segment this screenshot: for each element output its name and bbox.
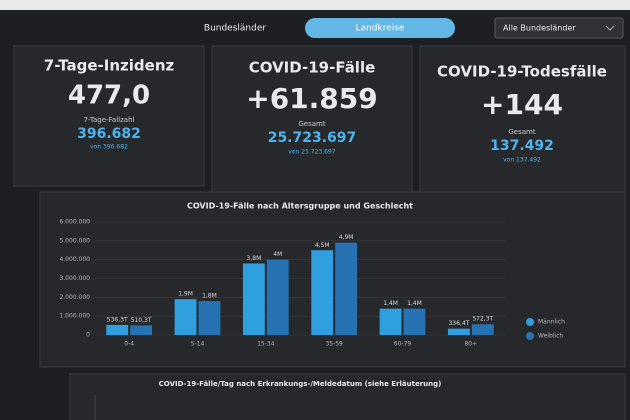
x-tick-label: 5-14 [191,341,205,348]
card-label: Gesamt [298,120,325,128]
value-label: 510,3T [131,317,152,324]
tab[interactable]: Landkreise [356,24,405,34]
card-title: COVID-19-Fälle [249,59,376,77]
value-label: 1,9M [178,291,193,298]
card-sub-value: 25.723.697 [268,130,357,146]
value-label: 336,4T [448,320,469,327]
card-note: von 137.492 [503,157,541,164]
value-label: 536,3T [107,316,128,323]
tab[interactable]: Bundesländer [204,24,266,34]
value-label: 1,4M [407,300,422,307]
card-note: von 396.682 [90,144,128,151]
card-panel [211,45,413,197]
bottom-panel [69,373,626,420]
y-tick-label: 5.000.000 [59,237,90,244]
card-sub-value: 396.682 [77,126,141,142]
bar [335,242,358,335]
card-value: 477,0 [68,81,150,111]
y-tick-label: 6.000.000 [59,219,90,226]
bar [403,308,426,335]
card: COVID-19-Fälle +61.859 Gesamt 25.723.697… [211,45,413,197]
y-tick-label: 0 [86,332,90,339]
y-tick-label: 2.000.000 [59,294,90,301]
card-panel [419,45,626,207]
tab-highlight[interactable] [305,18,455,38]
x-tick-label: 60-79 [394,341,412,348]
value-label: 4,9M [339,234,354,241]
bar [130,325,153,335]
card-panel [13,45,205,187]
value-label: 1,4M [383,300,398,307]
bottom-title: COVID-19-Fälle/Tag nach Erkrankungs-/Mel… [159,380,442,388]
bar [198,301,221,335]
bar [242,263,265,335]
legend-label: Männlich [538,319,565,326]
bar [106,324,129,335]
y-tick-label: 3.000.000 [59,275,90,282]
bar [379,308,402,335]
card-value: +144 [481,88,563,121]
screen-bezel [0,0,630,10]
x-tick-label: 35-59 [325,341,343,348]
card-label: Gesamt [508,128,535,136]
card-label: 7-Tage-Fallzahl [84,116,135,124]
dropdown[interactable] [494,17,624,39]
dropdown-label[interactable]: Alle Bundesländer [503,24,576,33]
x-tick-label: 80+ [464,341,477,348]
chart-title: COVID-19-Fälle nach Altersgruppe und Ges… [187,202,413,211]
card: 7-Tage-Inzidenz 477,0 7-Tage-Fallzahl 39… [13,45,205,187]
value-label: 4M [273,251,282,258]
value-label: 3,8M [247,255,262,262]
chart: 0 1.000.000 2.000.000 3.000.000 4.000.000 5.0… [59,219,565,348]
y-tick-label: 1.000.000 [59,313,90,320]
card-note: von 25.723.697 [288,149,335,156]
x-tick-label: 0-4 [124,341,134,348]
value-label: 4,5M [315,242,330,249]
legend-swatch [526,332,534,340]
bar [447,328,470,335]
bar [266,259,289,335]
dropdown-arrow [605,25,615,31]
bar [311,250,334,335]
x-tick-label: 15-34 [257,341,275,348]
legend-swatch [526,318,534,326]
value-label: 1,8M [202,293,217,300]
card-title: 7-Tage-Inzidenz [44,57,175,75]
card-title: COVID-19-Todesfälle [437,63,607,81]
value-label: 572,3T [472,316,493,323]
y-tick-label: 4.000.000 [59,256,90,263]
bar [174,299,197,335]
card-value: +61.859 [246,82,378,115]
legend-label: Weiblich [538,333,563,340]
card-sub-value: 137.492 [490,138,554,154]
bar [471,324,494,335]
card: COVID-19-Todesfälle +144 Gesamt 137.492 … [419,45,626,207]
